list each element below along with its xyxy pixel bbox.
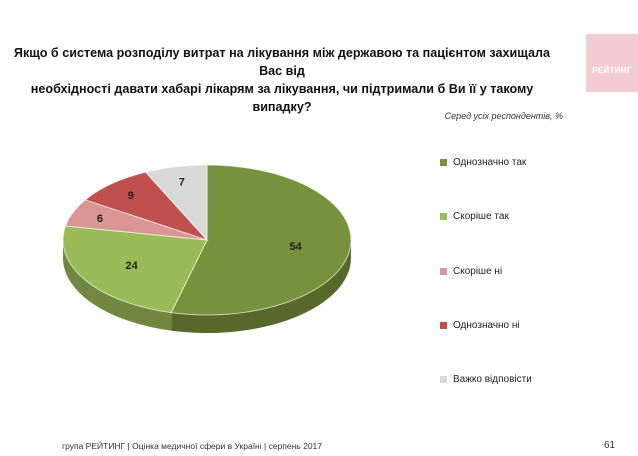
- pie-chart: 54 24 6 9 7: [62, 164, 352, 333]
- slice-4: [84, 171, 209, 242]
- legend-item-5: Важко відповісти: [440, 372, 532, 386]
- chart-subtitle: Серед усіх респондентів, %: [444, 111, 563, 121]
- data-label-4: 9: [128, 190, 134, 202]
- legend-swatch-1: [440, 158, 447, 166]
- legend-item-4: Однозначно ні: [440, 318, 520, 332]
- legend-label-2: Скоріше так: [453, 210, 509, 222]
- legend-label-1: Однозначно так: [453, 156, 527, 168]
- legend-label-4: Однозначно ні: [453, 319, 520, 331]
- chart-title: Якщо б система розподілу витрат на лікув…: [6, 44, 558, 116]
- legend-label-3: Скоріше ні: [453, 265, 503, 277]
- footer-text: група РЕЙТИНГ | Оцінка медичної сфери в …: [62, 441, 322, 451]
- legend-swatch-2: [440, 212, 447, 220]
- data-label-5: 7: [179, 176, 185, 188]
- title-line-1: Якщо б система розподілу витрат на лікув…: [13, 46, 551, 78]
- legend-item-1: Однозначно так: [440, 155, 526, 169]
- data-label-2: 24: [125, 260, 138, 272]
- page-number: 61: [604, 440, 616, 451]
- title-line-2: необхідності давати хабарі лікарям за лі…: [30, 82, 534, 114]
- data-label-3: 6: [97, 213, 103, 225]
- legend-swatch-3: [440, 267, 447, 275]
- legend-item-3: Скоріше ні: [440, 264, 502, 278]
- pie-side-1: [171, 240, 351, 333]
- logo-text: РЕЙТИНГ: [592, 66, 632, 75]
- legend-label-5: Важко відповісти: [453, 373, 532, 385]
- legend-swatch-4: [440, 321, 447, 329]
- brand-logo: РЕЙТИНГ: [586, 34, 638, 92]
- slice-1: [170, 164, 352, 316]
- slice-2: [62, 225, 208, 314]
- legend-item-2: Скоріше так: [440, 209, 509, 223]
- data-label-1: 54: [289, 241, 302, 253]
- legend-swatch-5: [440, 375, 447, 383]
- slice-5: [144, 164, 208, 242]
